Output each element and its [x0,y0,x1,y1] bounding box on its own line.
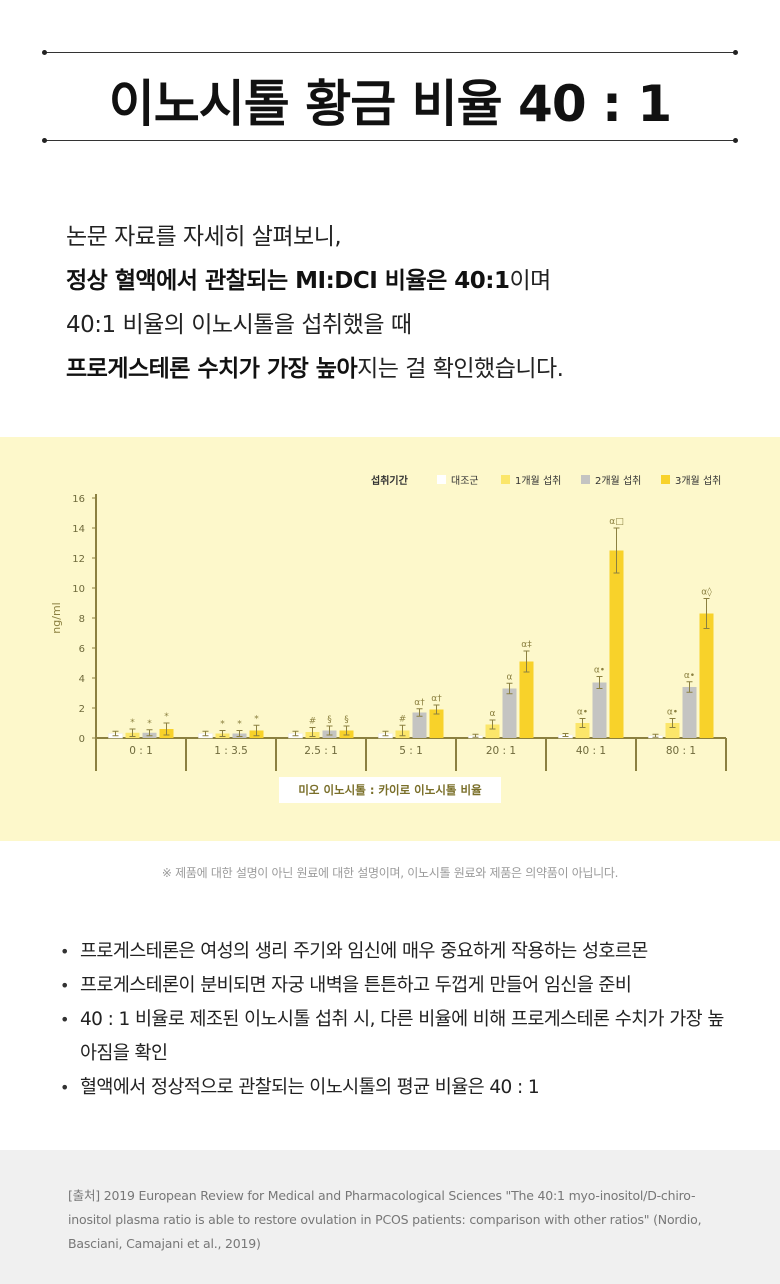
bar-3개월 섭취 [609,550,624,738]
legend-label: 2개월 섭취 [595,475,641,487]
bullet-item: 프로게스테론은 여성의 생리 주기와 임신에 매우 중요하게 작용하는 성호르몬 [60,935,740,969]
x-axis-title: 미오 이노시톨 : 카이로 이노시톨 비율 [298,783,482,797]
legend-label: 3개월 섭취 [675,475,721,487]
intro-text: 논문 자료를 자세히 살펴보니, 정상 혈액에서 관찰되는 MI:DCI 비율은… [66,215,726,391]
x-category-label: 40 : 1 [576,745,606,757]
bar-2개월 섭취 [682,687,697,738]
title-ratio: 40 : 1 [518,75,672,133]
title-block: 이노시톨 황금 비율 40 : 1 [42,50,738,143]
legend-label: 1개월 섭취 [515,475,561,487]
significance-mark: § [327,715,332,725]
bar-3개월 섭취 [699,613,714,738]
legend-title: 섭취기간 [371,474,409,487]
chart-panel: 0 2 4 6 8 10 12 14 16 ng/ml 0 : 1 1 : 3.5 2.5 : 1 5 :… [0,437,780,841]
significance-mark: α□ [609,517,623,527]
intro-line-2: 정상 혈액에서 관찰되는 MI:DCI 비율은 40:1이며 [66,259,726,303]
source-citation: [출처] 2019 European Review for Medical an… [68,1188,702,1251]
bar-2개월 섭취 [592,682,607,738]
y-tick-label: 16 [72,494,85,505]
title-top-rule [42,50,738,55]
significance-mark: * [147,719,152,729]
significance-mark: α• [684,671,695,681]
significance-mark: α [490,709,496,719]
significance-mark: * [164,712,169,722]
x-category-label: 80 : 1 [666,745,696,757]
title-main: 이노시톨 황금 비율 [108,75,503,133]
legend-swatch [661,475,670,484]
bar-3개월 섭취 [429,709,444,738]
x-category-label: 0 : 1 [129,745,153,757]
source-box: [출처] 2019 European Review for Medical an… [0,1150,780,1284]
significance-mark: α† [414,698,425,708]
progesterone-bar-chart: 0 2 4 6 8 10 12 14 16 ng/ml 0 : 1 1 : 3.5 2.5 : 1 5 :… [50,474,727,803]
significance-mark: * [220,720,225,730]
page-title: 이노시톨 황금 비율 40 : 1 [44,64,736,136]
y-tick-label: 2 [79,704,85,715]
x-category-label: 20 : 1 [486,745,516,757]
y-tick-label: 12 [72,554,85,565]
y-axis-label: ng/ml [50,602,63,633]
bar-3개월 섭취 [519,661,534,738]
significance-mark: α• [667,708,678,718]
title-bottom-rule [42,138,738,143]
significance-mark: α [507,672,513,682]
bar-1개월 섭취 [665,723,680,738]
bullet-list: 프로게스테론은 여성의 생리 주기와 임신에 매우 중요하게 작용하는 성호르몬… [60,935,740,1105]
legend-swatch [501,475,510,484]
significance-mark: * [237,720,242,730]
significance-mark: § [344,715,349,725]
legend-swatch [581,475,590,484]
x-category-label: 5 : 1 [399,745,423,757]
significance-mark: # [309,717,317,727]
bar-2개월 섭취 [502,688,517,738]
significance-mark: α• [594,666,605,676]
significance-mark: * [130,718,135,728]
intro-line-4: 프로게스테론 수치가 가장 높아지는 걸 확인했습니다. [66,347,726,391]
y-tick-label: 6 [79,644,85,655]
disclaimer-note: ※ 제품에 대한 설명이 아닌 원료에 대한 설명이며, 이노시톨 원료와 제품… [161,866,619,880]
bullet-item: 40 : 1 비율로 제조된 이노시톨 섭취 시, 다른 비율에 비해 프로게스… [60,1003,740,1071]
x-axis-title-badge [279,777,501,803]
significance-mark: α† [431,694,442,704]
legend-swatch [437,475,446,484]
bullet-item: 프로게스테론이 분비되면 자궁 내벽을 튼튼하고 두껍게 만들어 임신을 준비 [60,969,740,1003]
significance-mark: α◊ [701,587,712,598]
bar-1개월 섭취 [575,723,590,738]
significance-mark: * [254,714,259,724]
x-category-label: 2.5 : 1 [304,745,338,757]
significance-mark: α• [577,708,588,718]
significance-mark: # [399,714,407,724]
intro-line-3: 40:1 비율의 이노시톨을 섭취했을 때 [66,312,412,338]
y-tick-label: 4 [79,674,85,685]
bar-2개월 섭취 [412,712,427,738]
y-tick-label: 8 [79,614,85,625]
intro-line-2-tail: 이며 [509,268,552,294]
x-category-label: 1 : 3.5 [214,745,248,757]
intro-line-4-bold: 프로게스테론 수치가 가장 높아 [66,356,358,382]
intro-line-2-bold: 정상 혈액에서 관찰되는 MI:DCI 비율은 40:1 [66,268,510,294]
significance-mark: α‡ [521,640,532,650]
y-tick-label: 0 [79,734,85,745]
intro-line-4-tail: 지는 걸 확인했습니다. [357,356,564,382]
intro-line-1: 논문 자료를 자세히 살펴보니, [66,224,342,250]
legend-label: 대조군 [451,475,479,487]
y-tick-label: 14 [72,524,85,535]
y-tick-label: 10 [72,584,85,595]
bullet-item: 혈액에서 정상적으로 관찰되는 이노시톨의 평균 비율은 40 : 1 [60,1071,740,1105]
bar-1개월 섭취 [485,724,500,738]
